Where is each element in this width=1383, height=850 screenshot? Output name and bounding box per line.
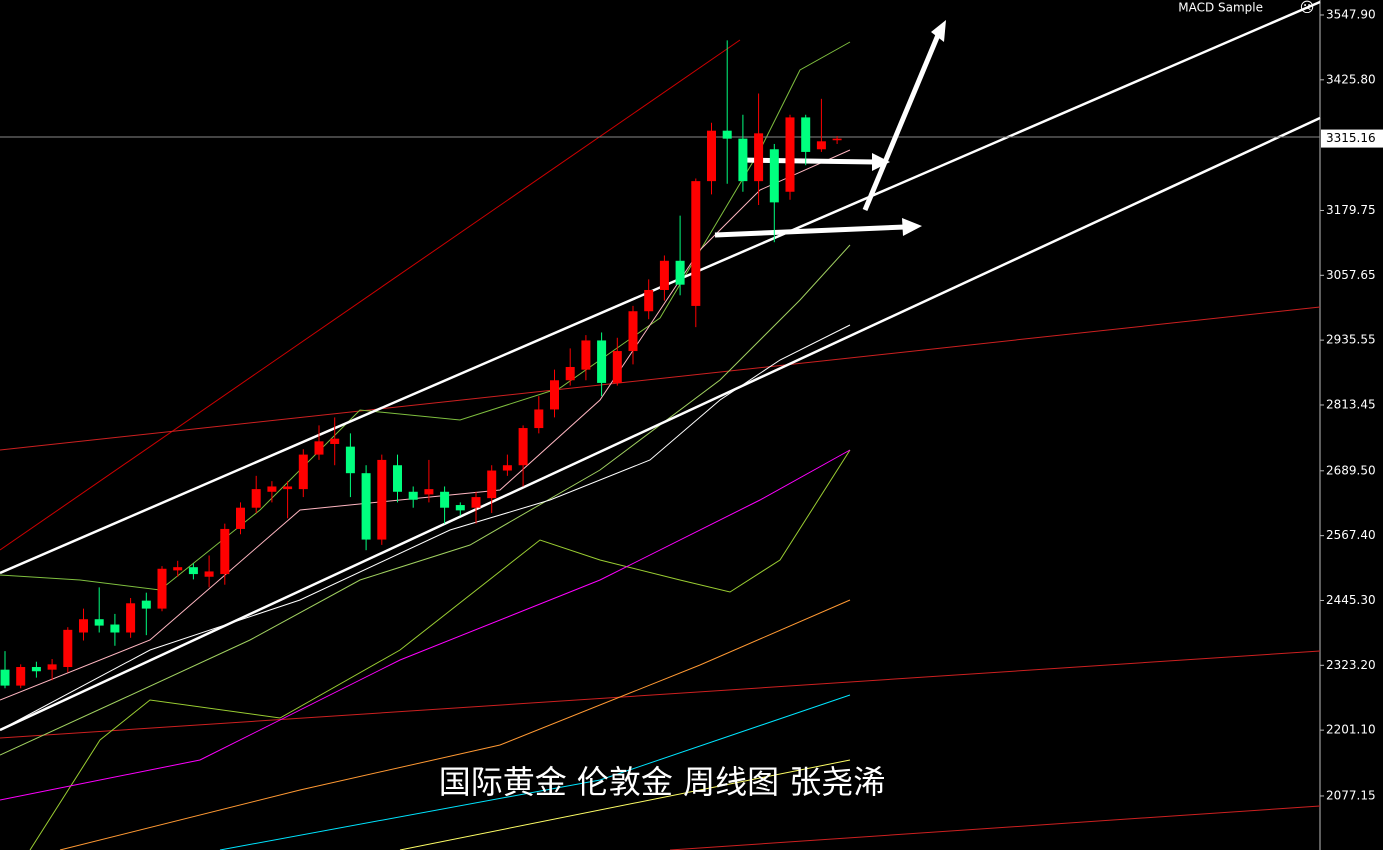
y-tick-label: 3179.75 [1326, 203, 1376, 217]
y-tick-label: 2077.15 [1326, 788, 1376, 802]
candle-body [251, 489, 261, 508]
candle-body [377, 459, 387, 540]
candle-body [16, 667, 26, 686]
candle-body [675, 260, 685, 285]
ma-curve [0, 244, 851, 756]
y-tick-label: 3425.80 [1326, 72, 1376, 86]
y-tick-label: 3547.90 [1326, 7, 1376, 21]
candle-body [502, 465, 512, 471]
candle-body [79, 619, 88, 633]
candle-body [31, 667, 41, 672]
y-tick-label: 2567.40 [1326, 528, 1376, 542]
candle-body [518, 428, 528, 466]
y-tick-label: 2935.55 [1326, 333, 1376, 347]
candle-body [440, 491, 450, 508]
candle-body [126, 603, 136, 633]
candle-body [110, 624, 120, 633]
candle-body [63, 629, 73, 668]
arrow [714, 224, 906, 238]
ma-curve [0, 149, 851, 701]
price-tag-label: 3315.16 [1326, 131, 1376, 145]
candle-body [722, 130, 732, 139]
arrow-head [931, 20, 946, 42]
candle-body [424, 489, 434, 495]
red-trendline [669, 805, 1321, 850]
y-tick-label: 2201.10 [1326, 723, 1376, 737]
candle-body [204, 571, 214, 577]
ma-curve [0, 449, 851, 801]
candle-body [612, 351, 622, 383]
candle-body [628, 311, 638, 352]
decorations [0, 0, 1321, 850]
channel-line [0, 116, 1321, 732]
candle-body [314, 441, 324, 455]
indicator-icon: ☹ [1300, 0, 1315, 16]
candle-body [785, 117, 795, 192]
candle-body [157, 568, 167, 609]
arrow-head [902, 218, 922, 236]
candle-body [769, 149, 779, 203]
candle-body [47, 664, 57, 670]
candle-body [487, 470, 497, 499]
arrow [862, 34, 941, 211]
candle-body [597, 340, 607, 383]
candles [0, 40, 842, 689]
indicator-label: MACD Sample [1178, 1, 1263, 15]
candle-body [330, 438, 340, 444]
y-tick-label: 2813.45 [1326, 397, 1376, 411]
candle-body [691, 181, 701, 306]
ma-curve [29, 449, 851, 850]
candle-body [801, 117, 811, 152]
ma-curve [0, 324, 851, 731]
candle-body [173, 567, 183, 571]
candle-body [188, 567, 198, 575]
candle-body [361, 473, 371, 540]
candle-body [393, 465, 402, 492]
candle-body [565, 366, 575, 381]
candle-body [816, 141, 826, 150]
candle-body [236, 507, 245, 529]
ma-curve [219, 694, 851, 850]
price-tag [1321, 129, 1383, 148]
y-tick-label: 2445.30 [1326, 593, 1376, 607]
candle-body [0, 669, 10, 686]
candle-body [581, 340, 591, 370]
candle-body [220, 528, 230, 575]
candle-body [550, 380, 559, 410]
candle-body [298, 454, 308, 490]
candle-body [94, 619, 104, 626]
candle-body [832, 138, 842, 141]
y-tick-label: 3057.65 [1326, 268, 1376, 282]
ma-curve [0, 41, 851, 591]
candle-body [738, 138, 748, 182]
red-trendline [0, 650, 1321, 739]
candle-body [534, 409, 544, 429]
candle-body [754, 133, 764, 182]
candle-body [283, 486, 293, 490]
candle-body [141, 600, 151, 609]
candle-body [659, 260, 669, 290]
candle-body [408, 491, 418, 500]
red-trendline [0, 306, 1321, 451]
candle-body [644, 289, 654, 312]
red-trendline [0, 39, 741, 551]
annotation: 国际黄金 伦敦金 周线图 张尧浠 [439, 763, 886, 801]
y-tick-label: 2689.50 [1326, 463, 1376, 477]
candle-body [267, 486, 277, 492]
y-tick-label: 2323.20 [1326, 658, 1376, 672]
candle-body [471, 497, 481, 508]
arrow-head [872, 153, 890, 171]
candle-body [345, 446, 355, 474]
candle-body [455, 505, 465, 511]
ma-curve [399, 759, 851, 850]
y-axis: 3547.90 3425.80 3179.75 3057.65 2935.55 2813.… [1320, 7, 1383, 802]
ma-curve [59, 599, 851, 850]
candle-body [707, 130, 716, 182]
